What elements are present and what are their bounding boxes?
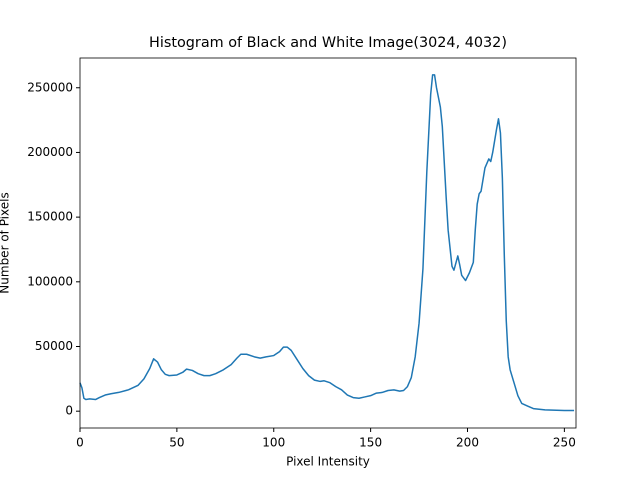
y-tick-label: 200000 — [27, 145, 73, 159]
y-tick-label: 0 — [65, 404, 73, 418]
y-tick-label: 250000 — [27, 80, 73, 94]
y-tick-label: 50000 — [35, 339, 73, 353]
x-tick-label: 0 — [76, 436, 84, 450]
line-series — [79, 74, 575, 412]
x-axis-label: Pixel Intensity — [286, 455, 370, 469]
plot-frame — [79, 57, 577, 429]
y-tick-label: 100000 — [27, 274, 73, 288]
x-tick-label: 150 — [359, 436, 382, 450]
x-tick-label: 100 — [262, 436, 285, 450]
x-tick-label: 250 — [553, 436, 576, 450]
x-tick-label: 50 — [169, 436, 184, 450]
y-tick-label: 150000 — [27, 210, 73, 224]
y-axis-label: Number of Pixels — [0, 192, 12, 293]
chart-title: Histogram of Black and White Image(3024,… — [149, 35, 507, 51]
x-tick-label: 200 — [456, 436, 479, 450]
